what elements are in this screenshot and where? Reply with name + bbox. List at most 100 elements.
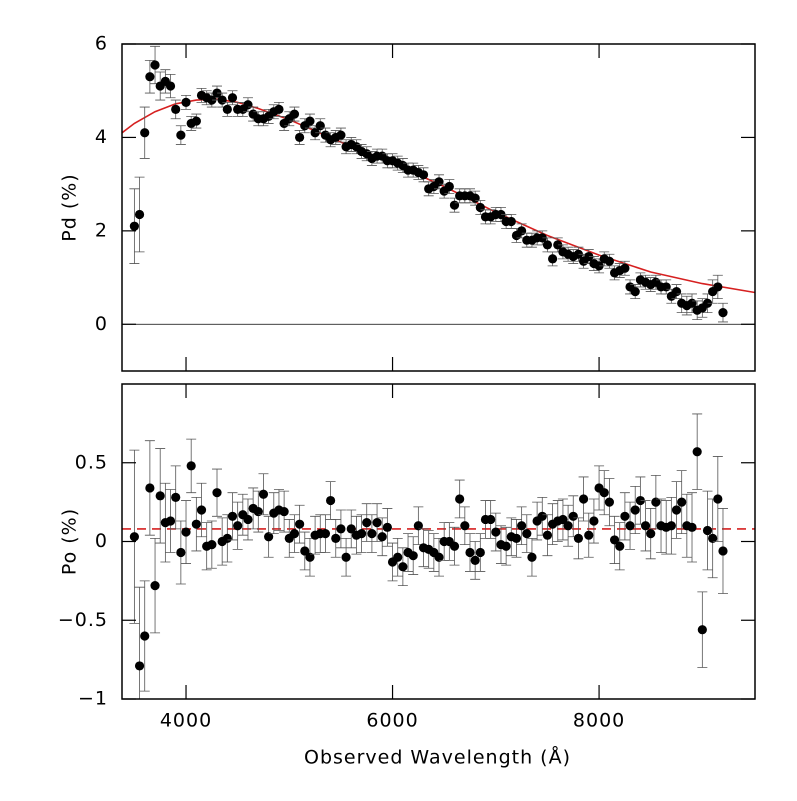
data-point — [196, 505, 207, 515]
fit-curve — [122, 98, 755, 294]
data-point — [186, 461, 196, 471]
data-point — [713, 494, 723, 504]
data-point — [496, 209, 506, 220]
data-point — [697, 625, 707, 635]
data-point — [527, 552, 537, 562]
data-point — [542, 530, 553, 540]
data-point — [465, 547, 475, 558]
data-point — [661, 282, 671, 292]
data-point — [671, 286, 682, 297]
data-point — [455, 494, 465, 504]
data-point — [609, 535, 620, 545]
data-point — [568, 511, 578, 521]
y-tick-label: 6 — [95, 33, 108, 55]
y-axis-label: Po (%) — [59, 508, 81, 575]
data-point — [677, 497, 687, 507]
data-point — [191, 519, 201, 529]
data-point — [372, 518, 382, 528]
data-point — [630, 286, 640, 297]
data-point — [305, 552, 315, 562]
plot-area — [122, 413, 755, 699]
data-point — [134, 209, 145, 220]
y-tick-label: 0 — [95, 313, 108, 335]
data-point — [274, 104, 284, 114]
data-point — [558, 514, 568, 525]
data-point — [413, 521, 423, 531]
data-point — [289, 529, 300, 539]
data-point — [434, 177, 444, 187]
data-point — [615, 541, 625, 551]
data-point — [258, 489, 269, 499]
y-axis-label: Pd (%) — [59, 173, 81, 241]
data-point — [625, 521, 635, 531]
data-point — [165, 516, 176, 526]
data-point — [305, 116, 315, 126]
data-point — [150, 581, 160, 591]
data-point — [289, 109, 300, 119]
data-point — [207, 540, 217, 550]
data-point — [233, 521, 243, 531]
data-point — [243, 514, 253, 525]
data-point — [671, 505, 682, 515]
axes-frame — [121, 43, 756, 372]
y-tick-label: 4 — [95, 126, 108, 148]
x-tick-label: 4000 — [160, 710, 212, 732]
axes-frame — [121, 383, 756, 700]
data-point — [356, 529, 367, 539]
data-point — [140, 128, 150, 138]
data-point — [243, 100, 253, 110]
data-point — [692, 447, 702, 457]
data-point — [227, 511, 238, 521]
data-point — [320, 529, 331, 539]
data-point — [594, 261, 604, 271]
data-point — [408, 551, 418, 561]
data-point — [145, 483, 155, 493]
data-point — [475, 202, 485, 213]
data-point — [573, 249, 584, 259]
data-point — [589, 516, 599, 526]
data-point — [702, 525, 713, 536]
data-point — [470, 555, 480, 566]
y-tick-label: 0.5 — [75, 451, 108, 473]
data-point — [640, 521, 651, 531]
data-point — [331, 533, 341, 543]
data-point — [630, 505, 640, 515]
y-tick-label: −0.5 — [58, 609, 108, 631]
data-point — [165, 81, 176, 91]
data-point — [171, 104, 181, 114]
data-point — [217, 95, 227, 105]
data-point — [620, 263, 630, 273]
data-point — [651, 497, 661, 507]
data-point — [145, 72, 155, 82]
data-point — [718, 308, 728, 318]
data-point — [578, 494, 589, 504]
data-point — [212, 488, 222, 498]
data-point — [542, 240, 553, 250]
x-tick-label: 8000 — [573, 710, 625, 732]
y-tick-label: −1 — [78, 688, 108, 710]
data-point — [635, 495, 645, 506]
data-point — [346, 524, 356, 534]
data-point — [708, 533, 718, 543]
data-point — [449, 200, 460, 210]
data-point — [279, 506, 289, 517]
data-point — [687, 522, 697, 532]
data-point — [207, 95, 217, 105]
y-tick-label: 0 — [95, 530, 108, 552]
x-tick-label: 6000 — [366, 710, 418, 732]
data-point — [486, 514, 496, 525]
data-point — [418, 170, 429, 180]
data-point — [367, 529, 377, 539]
data-point — [336, 524, 346, 534]
y-tick-label: 2 — [95, 219, 108, 241]
data-point — [129, 221, 139, 231]
data-point — [599, 488, 609, 498]
data-point — [295, 132, 305, 143]
data-point — [584, 530, 594, 540]
plot-area — [122, 45, 755, 325]
data-point — [491, 527, 501, 537]
data-point — [155, 491, 165, 501]
x-axis-label: Observed Wavelength (Å) — [304, 746, 571, 769]
data-point — [573, 533, 584, 543]
data-point — [382, 522, 392, 532]
